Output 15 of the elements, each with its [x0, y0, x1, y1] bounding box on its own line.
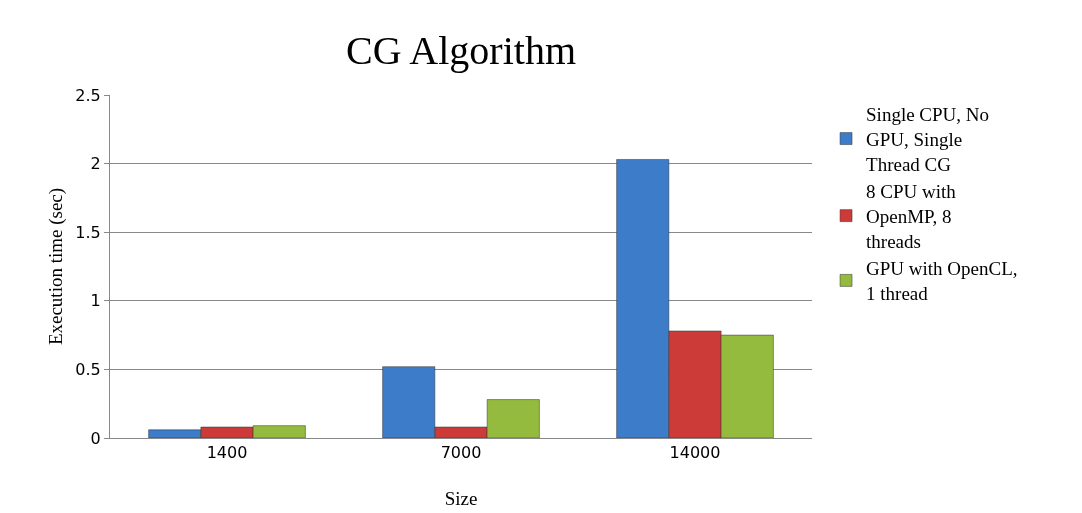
- chart-title: CG Algorithm: [345, 27, 577, 73]
- legend-label: 8 CPU with OpenMP, 8 threads: [866, 181, 957, 252]
- y-tick-label: 1: [90, 291, 101, 311]
- legend-label: GPU with OpenCL, 1 thread: [866, 258, 1018, 305]
- y-axis-title: Execution time (sec): [45, 187, 67, 346]
- x-tick-label: 14000: [669, 443, 721, 463]
- x-tick-label: 7000: [440, 443, 482, 463]
- y-tick-label: 0.5: [75, 360, 101, 379]
- y-tick-label: 2: [90, 154, 101, 174]
- y-tick-label: 0: [90, 428, 101, 448]
- x-tick-label: 1400: [206, 443, 248, 463]
- x-axis-title: Size: [444, 488, 478, 509]
- legend-label: Single CPU, No GPU, Single Thread CG: [866, 104, 990, 175]
- y-tick-label: 1.5: [75, 222, 101, 242]
- y-tick-label: 2.5: [75, 85, 101, 105]
